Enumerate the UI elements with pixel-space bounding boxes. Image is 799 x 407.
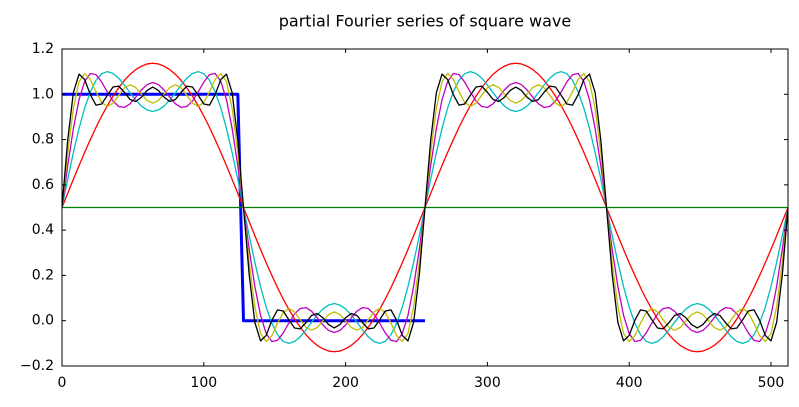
y-tick-label: 1.2 bbox=[32, 41, 54, 57]
series-line bbox=[62, 92, 425, 323]
x-tick-label: 0 bbox=[58, 375, 67, 391]
y-tick-label: 1.0 bbox=[32, 86, 54, 102]
y-tick-label: 0.2 bbox=[32, 267, 54, 283]
y-tick-label: −0.2 bbox=[20, 358, 54, 374]
x-tick-label: 200 bbox=[332, 375, 359, 391]
y-tick-label: 0.0 bbox=[32, 313, 54, 329]
y-tick-label: 0.4 bbox=[32, 222, 54, 238]
chart-title: partial Fourier series of square wave bbox=[279, 12, 571, 31]
series-line bbox=[62, 73, 788, 342]
x-tick-label: 400 bbox=[616, 375, 643, 391]
x-tick-label: 300 bbox=[474, 375, 501, 391]
x-tick-label: 100 bbox=[190, 375, 217, 391]
x-tick-label: 500 bbox=[758, 375, 785, 391]
plot-frame bbox=[61, 48, 789, 367]
y-tick-label: 0.8 bbox=[32, 132, 54, 148]
plot-area bbox=[62, 62, 788, 353]
y-tick-label: 0.6 bbox=[32, 177, 54, 193]
